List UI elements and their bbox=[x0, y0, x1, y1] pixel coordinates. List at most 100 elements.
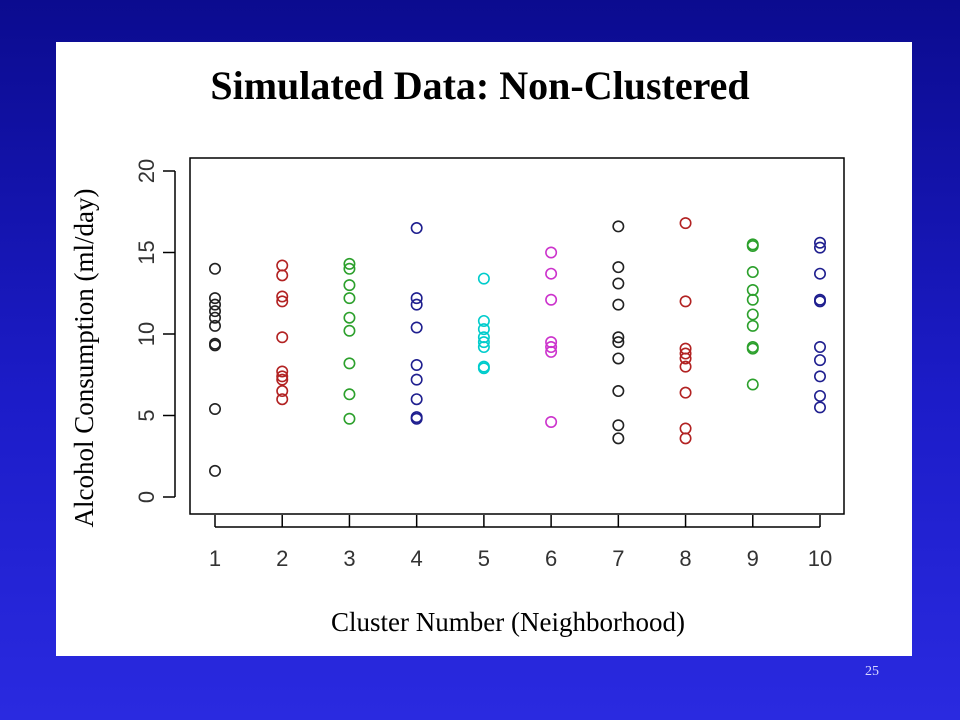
data-point bbox=[209, 311, 222, 324]
data-point bbox=[612, 331, 625, 344]
y-tick-label: 15 bbox=[134, 240, 159, 264]
data-point bbox=[813, 389, 826, 402]
slide-panel bbox=[56, 42, 912, 656]
data-point bbox=[746, 378, 759, 391]
plot-area-frame bbox=[189, 157, 845, 515]
y-tick-label: 10 bbox=[134, 322, 159, 346]
data-point bbox=[477, 336, 490, 349]
data-point bbox=[276, 331, 289, 344]
data-point bbox=[410, 222, 423, 235]
data-point bbox=[746, 239, 759, 252]
x-tick-label: 8 bbox=[679, 546, 691, 571]
y-axis: 0 5 10 15 20 bbox=[134, 159, 176, 503]
x-tick-label: 1 bbox=[209, 546, 221, 571]
data-point bbox=[813, 236, 826, 249]
x-tick-label: 2 bbox=[276, 546, 288, 571]
data-point bbox=[209, 305, 222, 318]
slide-title: Simulated Data: Non-Clustered bbox=[210, 63, 750, 108]
y-tick-label: 20 bbox=[134, 159, 159, 183]
data-point bbox=[410, 393, 423, 406]
data-point bbox=[679, 360, 692, 373]
data-point bbox=[545, 341, 558, 354]
data-point bbox=[343, 412, 356, 425]
data-point bbox=[612, 419, 625, 432]
data-point bbox=[679, 217, 692, 230]
data-point bbox=[545, 267, 558, 280]
x-tick-label: 7 bbox=[612, 546, 624, 571]
data-point bbox=[343, 279, 356, 292]
y-axis-label: Alcohol Consumption (ml/day) bbox=[69, 189, 99, 528]
data-point bbox=[545, 416, 558, 429]
data-point bbox=[813, 267, 826, 280]
data-point bbox=[746, 266, 759, 279]
data-point bbox=[612, 336, 625, 349]
data-point bbox=[545, 293, 558, 306]
data-point bbox=[612, 298, 625, 311]
data-point bbox=[209, 319, 222, 332]
data-point bbox=[746, 308, 759, 321]
data-point bbox=[410, 373, 423, 386]
x-tick-label: 4 bbox=[411, 546, 423, 571]
data-point bbox=[276, 259, 289, 272]
data-point bbox=[276, 365, 289, 378]
data-point bbox=[209, 262, 222, 275]
x-tick-label: 10 bbox=[808, 546, 832, 571]
data-point bbox=[343, 311, 356, 324]
data-point bbox=[679, 347, 692, 360]
data-point bbox=[209, 298, 222, 311]
data-point bbox=[276, 393, 289, 406]
y-tick-label: 5 bbox=[134, 409, 159, 421]
x-tick-label: 3 bbox=[343, 546, 355, 571]
data-point bbox=[410, 321, 423, 334]
data-point bbox=[343, 292, 356, 305]
data-point bbox=[679, 352, 692, 365]
data-point bbox=[343, 257, 356, 270]
data-point bbox=[813, 341, 826, 354]
data-point bbox=[343, 388, 356, 401]
data-point bbox=[410, 292, 423, 305]
data-point bbox=[209, 464, 222, 477]
data-point bbox=[813, 370, 826, 383]
data-point bbox=[276, 370, 289, 383]
data-point bbox=[477, 323, 490, 336]
data-point bbox=[679, 422, 692, 435]
data-point bbox=[343, 262, 356, 275]
data-point bbox=[477, 314, 490, 327]
data-point bbox=[746, 293, 759, 306]
data-point bbox=[343, 324, 356, 337]
data-point bbox=[276, 269, 289, 282]
data-point bbox=[545, 246, 558, 259]
data-point bbox=[477, 362, 490, 375]
data-point bbox=[545, 345, 558, 358]
data-point bbox=[209, 292, 222, 305]
data-point bbox=[813, 295, 826, 308]
data-point bbox=[477, 272, 490, 285]
page-number: 25 bbox=[865, 664, 879, 679]
data-point bbox=[612, 261, 625, 274]
data-points bbox=[209, 217, 826, 477]
data-point bbox=[276, 373, 289, 386]
data-point bbox=[410, 358, 423, 371]
data-point bbox=[612, 277, 625, 290]
x-tick-label: 9 bbox=[747, 546, 759, 571]
data-point bbox=[679, 432, 692, 445]
data-point bbox=[612, 385, 625, 398]
data-point bbox=[276, 295, 289, 308]
x-axis-label: Cluster Number (Neighborhood) bbox=[331, 607, 685, 637]
x-tick-label: 5 bbox=[478, 546, 490, 571]
data-point bbox=[410, 298, 423, 311]
data-point bbox=[746, 283, 759, 296]
data-point bbox=[276, 385, 289, 398]
data-point bbox=[813, 241, 826, 254]
data-point bbox=[209, 339, 222, 352]
data-point bbox=[679, 386, 692, 399]
data-point bbox=[746, 342, 759, 355]
data-point bbox=[612, 220, 625, 233]
data-point bbox=[813, 354, 826, 367]
x-axis: 1 2 3 4 5 6 7 8 9 10 bbox=[209, 515, 832, 571]
x-tick-label: 6 bbox=[545, 546, 557, 571]
y-tick-label: 0 bbox=[134, 491, 159, 503]
data-point bbox=[343, 357, 356, 370]
data-point bbox=[477, 341, 490, 354]
